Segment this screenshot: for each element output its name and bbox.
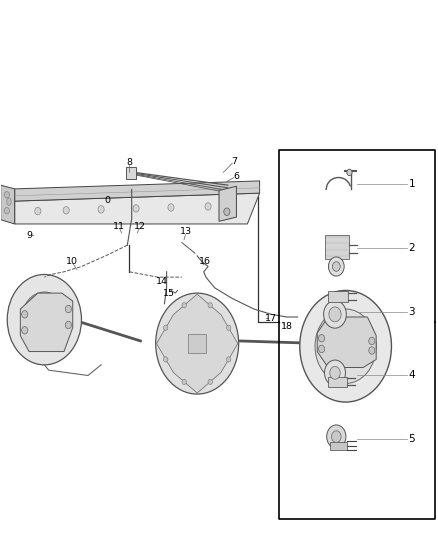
Text: 2: 2 xyxy=(408,243,415,253)
Circle shape xyxy=(7,274,81,365)
Polygon shape xyxy=(1,185,14,224)
Circle shape xyxy=(360,358,366,366)
Circle shape xyxy=(324,301,346,328)
Circle shape xyxy=(4,191,10,198)
Circle shape xyxy=(35,309,53,330)
Circle shape xyxy=(155,293,239,394)
Text: 16: 16 xyxy=(199,257,211,265)
Text: 9: 9 xyxy=(26,231,32,240)
Polygon shape xyxy=(156,294,238,393)
Circle shape xyxy=(328,257,344,276)
Ellipse shape xyxy=(7,198,11,205)
Circle shape xyxy=(65,305,71,313)
Circle shape xyxy=(336,368,342,375)
Circle shape xyxy=(208,379,212,384)
Circle shape xyxy=(332,262,340,271)
Circle shape xyxy=(29,326,34,332)
Circle shape xyxy=(339,338,352,354)
Polygon shape xyxy=(20,293,73,352)
Text: 13: 13 xyxy=(180,228,192,237)
Circle shape xyxy=(329,307,341,322)
Polygon shape xyxy=(325,235,350,259)
Circle shape xyxy=(171,312,223,375)
Text: 0: 0 xyxy=(105,196,111,205)
Text: 7: 7 xyxy=(231,157,237,166)
Circle shape xyxy=(360,327,366,334)
Polygon shape xyxy=(328,376,347,387)
Circle shape xyxy=(318,345,325,353)
Polygon shape xyxy=(219,186,237,221)
Polygon shape xyxy=(127,167,136,179)
Circle shape xyxy=(42,335,46,341)
Circle shape xyxy=(55,326,60,332)
Text: 17: 17 xyxy=(265,314,277,323)
Text: 8: 8 xyxy=(127,158,132,167)
Circle shape xyxy=(163,325,168,330)
Polygon shape xyxy=(330,442,347,450)
Circle shape xyxy=(205,203,211,210)
Circle shape xyxy=(21,292,67,348)
Circle shape xyxy=(182,303,186,308)
Circle shape xyxy=(332,431,341,442)
Circle shape xyxy=(224,208,230,215)
Circle shape xyxy=(208,303,212,308)
Circle shape xyxy=(226,357,231,362)
Text: 4: 4 xyxy=(408,370,415,381)
Circle shape xyxy=(347,169,352,175)
Circle shape xyxy=(35,207,41,215)
Circle shape xyxy=(98,206,104,213)
Circle shape xyxy=(325,360,346,385)
Circle shape xyxy=(29,308,34,313)
Circle shape xyxy=(327,425,346,448)
Bar xyxy=(188,334,206,353)
Circle shape xyxy=(55,308,60,313)
Text: 11: 11 xyxy=(113,222,124,231)
Circle shape xyxy=(163,357,168,362)
Text: 12: 12 xyxy=(134,222,146,231)
Text: 18: 18 xyxy=(281,321,293,330)
Circle shape xyxy=(321,343,327,350)
Circle shape xyxy=(63,207,69,214)
Circle shape xyxy=(42,299,46,304)
Text: 6: 6 xyxy=(233,172,240,181)
Circle shape xyxy=(330,367,340,379)
Polygon shape xyxy=(328,292,348,302)
Polygon shape xyxy=(14,193,260,224)
Text: 10: 10 xyxy=(65,257,78,265)
Circle shape xyxy=(369,347,375,354)
Circle shape xyxy=(21,327,28,334)
Polygon shape xyxy=(14,181,260,201)
Circle shape xyxy=(168,204,174,211)
Circle shape xyxy=(330,328,361,365)
Circle shape xyxy=(300,290,392,402)
Circle shape xyxy=(336,317,342,325)
Circle shape xyxy=(226,325,231,330)
Text: 1: 1 xyxy=(408,179,415,189)
Text: 14: 14 xyxy=(156,277,168,286)
Circle shape xyxy=(369,337,375,345)
Text: 5: 5 xyxy=(408,434,415,445)
Circle shape xyxy=(318,335,325,342)
Circle shape xyxy=(133,205,139,212)
Polygon shape xyxy=(317,317,376,368)
Circle shape xyxy=(4,207,10,214)
Circle shape xyxy=(182,379,186,384)
Circle shape xyxy=(21,311,28,318)
Text: 15: 15 xyxy=(163,288,175,297)
Circle shape xyxy=(65,321,71,329)
Circle shape xyxy=(315,309,376,383)
Text: 3: 3 xyxy=(408,306,415,317)
